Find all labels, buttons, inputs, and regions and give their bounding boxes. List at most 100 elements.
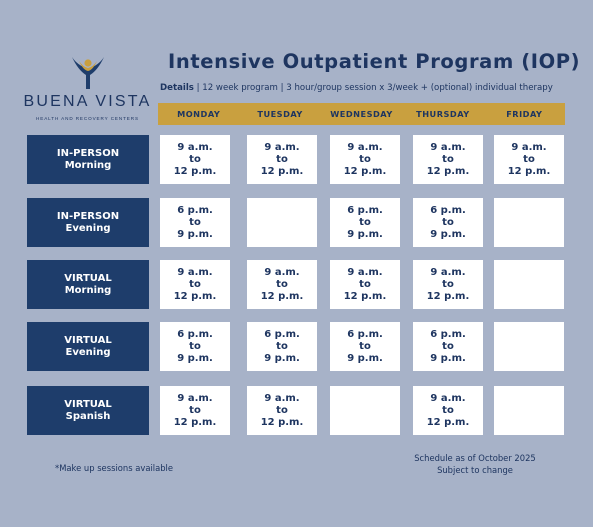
session-time-line: 6 p.m. (430, 204, 466, 216)
schedule-cell: 9 a.m. to 12 p.m. (247, 135, 317, 184)
session-time-line: 9 p.m. (347, 352, 383, 364)
session-time-line: to (442, 340, 454, 352)
session-time-line: 12 p.m. (426, 290, 470, 302)
row-label-line1: IN-PERSON (56, 210, 120, 222)
day-header: WEDNESDAY (330, 109, 393, 119)
session-time-line: 9 a.m. (347, 141, 383, 153)
session-time-line: to (359, 153, 371, 165)
row-label: IN-PERSON Morning (27, 135, 149, 184)
schedule-cell: 9 a.m. to 12 p.m. (247, 260, 317, 309)
row-label: VIRTUAL Evening (27, 322, 149, 371)
session-time-line: 6 p.m. (177, 204, 213, 216)
session-time-line: 9 p.m. (177, 352, 213, 364)
session-time-line: to (189, 278, 201, 290)
session-time-line: 6 p.m. (347, 328, 383, 340)
buena-vista-figure-icon (71, 57, 104, 89)
row-label-line2: Morning (64, 284, 112, 296)
schedule-cell: 9 a.m. to 12 p.m. (494, 135, 564, 184)
schedule-note-change: Subject to change (437, 465, 513, 475)
session-time-line: 12 p.m. (173, 165, 217, 177)
session-time-line: 9 p.m. (264, 352, 300, 364)
schedule-cell (494, 198, 564, 247)
session-time-line: 12 p.m. (343, 165, 387, 177)
session-time-line: 9 a.m. (264, 266, 300, 278)
row-label-line2: Morning (64, 159, 112, 171)
schedule-cell: 6 p.m. to 9 p.m. (247, 322, 317, 371)
schedule-cell: 9 a.m. to 12 p.m. (413, 135, 483, 184)
session-time-line: 9 p.m. (177, 228, 213, 240)
row-label-line1: VIRTUAL (64, 272, 112, 284)
session-time-line: 9 a.m. (430, 141, 466, 153)
session-time-line: to (359, 340, 371, 352)
page-title: Intensive Outpatient Program (IOP) (168, 50, 581, 73)
session-time-line: 12 p.m. (343, 290, 387, 302)
session-time-line: to (442, 153, 454, 165)
row-label-line1: VIRTUAL (64, 334, 112, 346)
session-time-line: to (276, 153, 288, 165)
schedule-cell: 9 a.m. to 12 p.m. (413, 386, 483, 435)
details-text: | 12 week program | 3 hour/group session… (193, 83, 553, 93)
day-header: MONDAY (177, 109, 221, 119)
schedule-cell (494, 386, 564, 435)
session-time-line: 12 p.m. (260, 416, 304, 428)
day-header: FRIDAY (506, 109, 543, 119)
day-header-row: MONDAY TUESDAY WEDNESDAY THURSDAY FRIDAY (158, 103, 565, 125)
schedule-cell: 9 a.m. to 12 p.m. (247, 386, 317, 435)
session-time-line: 12 p.m. (173, 290, 217, 302)
schedule-cell: 6 p.m. to 9 p.m. (160, 198, 230, 247)
session-time-line: to (276, 404, 288, 416)
details-label: Details (160, 83, 194, 93)
row-label: VIRTUAL Morning (27, 260, 149, 309)
session-time-line: 9 a.m. (177, 392, 213, 404)
logo-subtitle: HEALTH AND RECOVERY CENTERS (36, 116, 139, 121)
row-label-line1: IN-PERSON (56, 147, 120, 159)
row-label: IN-PERSON Evening (27, 198, 149, 247)
session-time-line: 9 a.m. (430, 266, 466, 278)
session-time-line: to (189, 153, 201, 165)
session-time-line: 9 p.m. (347, 228, 383, 240)
day-header: TUESDAY (257, 109, 303, 119)
session-time-line: to (189, 340, 201, 352)
session-time-line: 12 p.m. (426, 416, 470, 428)
session-time-line: 9 a.m. (430, 392, 466, 404)
session-time-line: to (442, 278, 454, 290)
session-time-line: to (359, 216, 371, 228)
schedule-cell: 9 a.m. to 12 p.m. (413, 260, 483, 309)
row-label-line1: VIRTUAL (64, 398, 112, 410)
session-time-line: to (359, 278, 371, 290)
session-time-line: to (189, 216, 201, 228)
session-time-line: 12 p.m. (426, 165, 470, 177)
row-label-line2: Spanish (65, 410, 111, 422)
footnote: *Make up sessions available (55, 463, 174, 473)
session-time-line: 9 a.m. (264, 392, 300, 404)
session-time-line: 6 p.m. (347, 204, 383, 216)
session-time-line: 9 a.m. (177, 141, 213, 153)
schedule-cell (330, 386, 400, 435)
session-time-line: 9 p.m. (430, 352, 466, 364)
session-time-line: 9 a.m. (264, 141, 300, 153)
session-time-line: to (442, 404, 454, 416)
schedule-note: Schedule as of October 2025 Subject to c… (405, 452, 545, 476)
row-label-line2: Evening (65, 346, 111, 358)
session-time-line: to (276, 278, 288, 290)
logo: BUENA VISTA HEALTH AND RECOVERY CENTERS (20, 55, 155, 121)
schedule-cell (247, 198, 317, 247)
schedule-cell: 9 a.m. to 12 p.m. (160, 135, 230, 184)
row-label-line2: Evening (65, 222, 111, 234)
schedule-cell: 6 p.m. to 9 p.m. (413, 198, 483, 247)
session-time-line: 6 p.m. (177, 328, 213, 340)
row-label: VIRTUAL Spanish (27, 386, 149, 435)
session-time-line: 9 a.m. (177, 266, 213, 278)
day-header: THURSDAY (416, 109, 470, 119)
session-time-line: to (523, 153, 535, 165)
schedule-cell: 6 p.m. to 9 p.m. (330, 198, 400, 247)
schedule-cell: 6 p.m. to 9 p.m. (413, 322, 483, 371)
session-time-line: to (442, 216, 454, 228)
schedule-cell (494, 260, 564, 309)
schedule-cell: 9 a.m. to 12 p.m. (160, 260, 230, 309)
session-time-line: 6 p.m. (264, 328, 300, 340)
program-details: Details | 12 week program | 3 hour/group… (160, 83, 580, 93)
session-time-line: 12 p.m. (260, 165, 304, 177)
schedule-cell: 9 a.m. to 12 p.m. (330, 260, 400, 309)
schedule-note-date: Schedule as of October 2025 (414, 453, 536, 463)
